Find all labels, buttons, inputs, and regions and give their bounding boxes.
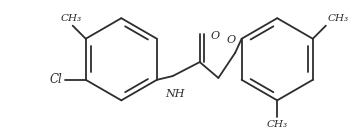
Text: Cl: Cl xyxy=(50,73,62,86)
Text: O: O xyxy=(211,31,220,41)
Text: CH₃: CH₃ xyxy=(60,14,81,23)
Text: NH: NH xyxy=(165,89,184,99)
Text: O: O xyxy=(227,35,236,45)
Text: CH₃: CH₃ xyxy=(328,14,349,23)
Text: CH₃: CH₃ xyxy=(267,120,288,129)
